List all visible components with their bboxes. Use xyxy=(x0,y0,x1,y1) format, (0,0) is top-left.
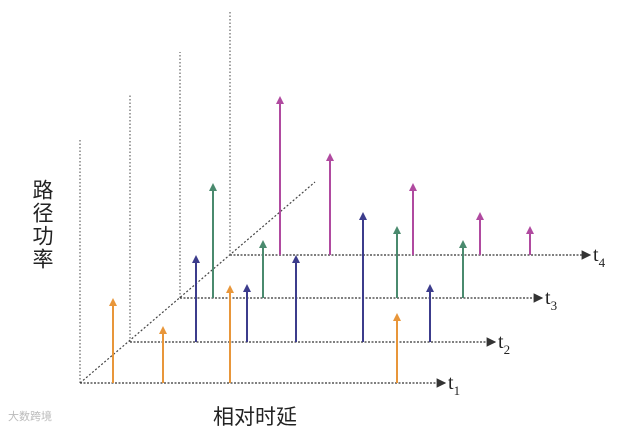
path-arrow-head xyxy=(192,255,200,263)
path-arrow-head xyxy=(393,226,401,234)
time-axis-label: t3 xyxy=(545,287,557,313)
time-axis-label: t1 xyxy=(448,372,460,398)
watermark: 大数跨境 xyxy=(8,409,52,423)
time-axis-label: t4 xyxy=(593,244,606,270)
y-axis-label: 路径功率 xyxy=(30,179,54,271)
time-label-sub: 3 xyxy=(551,298,558,313)
path-arrow-head xyxy=(426,284,434,292)
path-arrow-head xyxy=(276,96,284,104)
time-label-base: t xyxy=(593,244,599,266)
time-label-base: t xyxy=(545,287,551,309)
path-arrow-head xyxy=(292,255,300,263)
path-arrow-head xyxy=(109,298,117,306)
path-arrow-head xyxy=(259,240,267,248)
time-axis-label: t2 xyxy=(498,331,510,357)
time-label-sub: 2 xyxy=(504,342,511,357)
path-arrow-head xyxy=(359,212,367,220)
path-arrow-head xyxy=(476,212,484,220)
arrows xyxy=(109,96,534,383)
path-arrow-head xyxy=(243,284,251,292)
path-arrow-head xyxy=(459,240,467,248)
path-arrow-head xyxy=(409,183,417,191)
time-label-base: t xyxy=(498,331,504,353)
path-arrow-head xyxy=(393,313,401,321)
diagonal-dotted-line xyxy=(79,181,316,384)
time-label-sub: 4 xyxy=(599,255,606,270)
time-label-sub: 1 xyxy=(454,383,461,398)
path-arrow-head xyxy=(159,326,167,334)
time-label-base: t xyxy=(448,372,454,394)
path-arrow-head xyxy=(326,153,334,161)
x-axis-label: 相对时延 xyxy=(213,405,297,429)
path-arrow-head xyxy=(526,226,534,234)
path-arrow-head xyxy=(226,285,234,293)
path-arrow-head xyxy=(209,183,217,191)
